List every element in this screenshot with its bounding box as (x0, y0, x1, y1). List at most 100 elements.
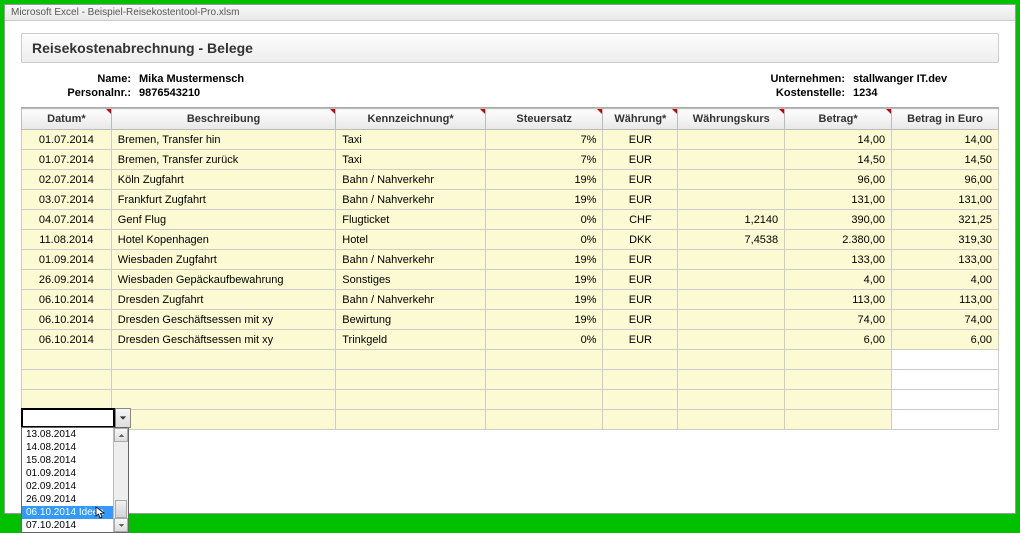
cell-rate[interactable] (678, 290, 785, 310)
cell-tax[interactable]: 19% (485, 250, 603, 270)
cell-curr[interactable]: EUR (603, 150, 678, 170)
cell-kenn[interactable]: Taxi (336, 150, 486, 170)
cell-date[interactable]: 02.07.2014 (22, 170, 112, 190)
dropdown-item[interactable]: 01.09.2014 (22, 467, 113, 480)
scroll-thumb[interactable] (115, 500, 127, 518)
date-dropdown[interactable]: 13.08.201414.08.201415.08.201401.09.2014… (21, 427, 129, 533)
cell-desc[interactable]: Dresden Geschäftsessen mit xy (111, 310, 335, 330)
table-row-empty[interactable] (22, 350, 999, 370)
cell-date[interactable]: 06.10.2014 (22, 290, 112, 310)
cell-date[interactable]: 03.07.2014 (22, 190, 112, 210)
cell-rate[interactable] (678, 250, 785, 270)
cell-date[interactable]: 06.10.2014 (22, 330, 112, 350)
cell-desc[interactable]: Genf Flug (111, 210, 335, 230)
cell-tax[interactable]: 19% (485, 190, 603, 210)
cell-curr[interactable]: EUR (603, 290, 678, 310)
cell-date[interactable]: 01.07.2014 (22, 150, 112, 170)
cell-curr[interactable]: CHF (603, 210, 678, 230)
cell-rate[interactable] (678, 190, 785, 210)
cell-desc[interactable]: Hotel Kopenhagen (111, 230, 335, 250)
cell-amt[interactable]: 74,00 (785, 310, 892, 330)
cell-tax[interactable]: 0% (485, 210, 603, 230)
cell-tax[interactable]: 7% (485, 130, 603, 150)
cell-rate[interactable] (678, 130, 785, 150)
cell-date[interactable]: 01.07.2014 (22, 130, 112, 150)
table-row[interactable]: 06.10.2014Dresden ZugfahrtBahn / Nahverk… (22, 290, 999, 310)
table-row[interactable]: 01.07.2014Bremen, Transfer zurückTaxi7%E… (22, 150, 999, 170)
cell-rate[interactable] (678, 330, 785, 350)
cell-desc[interactable]: Dresden Geschäftsessen mit xy (111, 330, 335, 350)
cell-tax[interactable]: 0% (485, 230, 603, 250)
cell-rate[interactable]: 1,2140 (678, 210, 785, 230)
table-row[interactable]: 11.08.2014Hotel KopenhagenHotel0%DKK7,45… (22, 230, 999, 250)
cell-date[interactable]: 04.07.2014 (22, 210, 112, 230)
table-row[interactable]: 03.07.2014Frankfurt ZugfahrtBahn / Nahve… (22, 190, 999, 210)
col-desc[interactable]: Beschreibung (111, 109, 335, 130)
cell-amt[interactable]: 14,50 (785, 150, 892, 170)
cell-date[interactable]: 11.08.2014 (22, 230, 112, 250)
cell-curr[interactable]: EUR (603, 310, 678, 330)
cell-amt[interactable]: 113,00 (785, 290, 892, 310)
cell-eur[interactable]: 74,00 (892, 310, 999, 330)
cell-rate[interactable] (678, 270, 785, 290)
cell-curr[interactable]: EUR (603, 250, 678, 270)
cell-kenn[interactable]: Bahn / Nahverkehr (336, 170, 486, 190)
dropdown-item[interactable]: 26.09.2014 (22, 493, 113, 506)
col-amt[interactable]: Betrag* (785, 109, 892, 130)
cell-desc[interactable]: Frankfurt Zugfahrt (111, 190, 335, 210)
dropdown-scrollbar[interactable] (113, 428, 128, 532)
cell-desc[interactable]: Wiesbaden Zugfahrt (111, 250, 335, 270)
active-cell[interactable] (21, 408, 115, 428)
table-row[interactable]: 02.07.2014Köln ZugfahrtBahn / Nahverkehr… (22, 170, 999, 190)
table-row[interactable]: 01.09.2014Wiesbaden ZugfahrtBahn / Nahve… (22, 250, 999, 270)
col-tax[interactable]: Steuersatz (485, 109, 603, 130)
cell-tax[interactable]: 19% (485, 290, 603, 310)
table-row-empty[interactable] (22, 370, 999, 390)
cell-tax[interactable]: 19% (485, 310, 603, 330)
col-kenn[interactable]: Kennzeichnung* (336, 109, 486, 130)
cell-rate[interactable]: 7,4538 (678, 230, 785, 250)
cell-amt[interactable]: 131,00 (785, 190, 892, 210)
dropdown-item[interactable]: 13.08.2014 (22, 428, 113, 441)
cell-eur[interactable]: 14,50 (892, 150, 999, 170)
cell-eur[interactable]: 96,00 (892, 170, 999, 190)
cell-kenn[interactable]: Bahn / Nahverkehr (336, 290, 486, 310)
cell-tax[interactable]: 19% (485, 270, 603, 290)
col-rate[interactable]: Währungskurs (678, 109, 785, 130)
cell-curr[interactable]: EUR (603, 270, 678, 290)
table-row[interactable]: 06.10.2014Dresden Geschäftsessen mit xyT… (22, 330, 999, 350)
cell-curr[interactable]: EUR (603, 190, 678, 210)
dropdown-toggle-button[interactable] (115, 408, 131, 428)
cell-amt[interactable]: 390,00 (785, 210, 892, 230)
cell-amt[interactable]: 14,00 (785, 130, 892, 150)
table-row[interactable]: 01.07.2014Bremen, Transfer hinTaxi7%EUR1… (22, 130, 999, 150)
table-row-empty[interactable] (22, 410, 999, 430)
table-row[interactable]: 26.09.2014Wiesbaden GepäckaufbewahrungSo… (22, 270, 999, 290)
dropdown-item[interactable]: 06.10.2014 Ideen (22, 506, 113, 519)
cell-amt[interactable]: 133,00 (785, 250, 892, 270)
table-row[interactable]: 06.10.2014Dresden Geschäftsessen mit xyB… (22, 310, 999, 330)
cell-eur[interactable]: 131,00 (892, 190, 999, 210)
cell-eur[interactable]: 14,00 (892, 130, 999, 150)
cell-amt[interactable]: 4,00 (785, 270, 892, 290)
cell-rate[interactable] (678, 150, 785, 170)
dropdown-item[interactable]: 15.08.2014 (22, 454, 113, 467)
table-row-empty[interactable] (22, 390, 999, 410)
cell-date[interactable]: 06.10.2014 (22, 310, 112, 330)
cell-amt[interactable]: 2.380,00 (785, 230, 892, 250)
cell-tax[interactable]: 19% (485, 170, 603, 190)
cell-rate[interactable] (678, 170, 785, 190)
cell-date[interactable]: 01.09.2014 (22, 250, 112, 270)
cell-amt[interactable]: 96,00 (785, 170, 892, 190)
cell-desc[interactable]: Bremen, Transfer hin (111, 130, 335, 150)
scroll-up-button[interactable] (114, 428, 128, 442)
cell-tax[interactable]: 7% (485, 150, 603, 170)
cell-kenn[interactable]: Trinkgeld (336, 330, 486, 350)
cell-eur[interactable]: 6,00 (892, 330, 999, 350)
cell-kenn[interactable]: Sonstiges (336, 270, 486, 290)
cell-curr[interactable]: EUR (603, 130, 678, 150)
scroll-down-button[interactable] (114, 518, 128, 532)
dropdown-item[interactable]: 02.09.2014 (22, 480, 113, 493)
cell-kenn[interactable]: Bewirtung (336, 310, 486, 330)
cell-desc[interactable]: Wiesbaden Gepäckaufbewahrung (111, 270, 335, 290)
